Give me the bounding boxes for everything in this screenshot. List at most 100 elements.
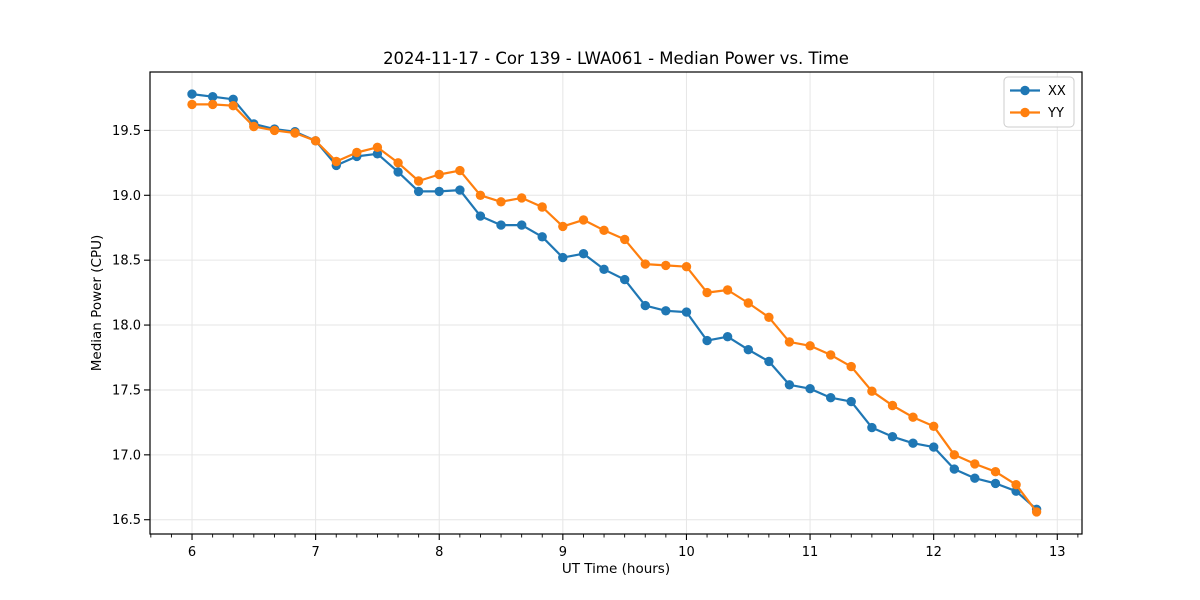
plot-frame bbox=[149, 71, 1083, 535]
data-point-xx bbox=[393, 167, 403, 177]
data-point-yy bbox=[764, 312, 774, 322]
y-tick-label: 18.5 bbox=[112, 254, 141, 269]
data-point-yy bbox=[1011, 480, 1021, 490]
legend-label-xx: XX bbox=[1048, 84, 1066, 99]
data-point-xx bbox=[455, 185, 465, 195]
y-tick-label: 19.5 bbox=[112, 124, 141, 139]
data-point-yy bbox=[640, 259, 650, 269]
data-point-yy bbox=[434, 169, 444, 180]
data-point-yy bbox=[826, 350, 836, 360]
x-axis-label: UT Time (hours) bbox=[562, 561, 670, 577]
data-point-yy bbox=[867, 386, 877, 396]
axis-layer: 6 7 8 9 10 11 12 13 16.5 17.0 17.5 18.0 18.5 19.0 19.5 bbox=[112, 124, 1079, 560]
x-tick-label: 8 bbox=[435, 545, 443, 560]
data-point-yy bbox=[949, 450, 959, 460]
data-point-yy bbox=[929, 421, 939, 431]
legend-entry-xx: XX bbox=[1010, 84, 1066, 99]
data-point-yy bbox=[310, 136, 321, 146]
data-point-xx bbox=[558, 252, 568, 263]
data-point-xx bbox=[887, 432, 898, 442]
data-point-yy bbox=[455, 165, 465, 176]
data-point-yy bbox=[228, 101, 238, 111]
data-point-xx bbox=[846, 396, 856, 407]
x-tick-label: 9 bbox=[559, 545, 567, 560]
data-point-yy bbox=[208, 99, 218, 110]
data-point-yy bbox=[269, 125, 280, 136]
data-point-xx bbox=[805, 384, 815, 394]
data-point-yy bbox=[722, 285, 733, 295]
series-line-xx bbox=[191, 93, 1038, 511]
data-point-xx bbox=[826, 393, 836, 403]
data-point-xx bbox=[661, 306, 671, 316]
legend-marker-icon-yy bbox=[1020, 107, 1030, 118]
data-point-yy bbox=[784, 337, 795, 347]
y-tick-label: 16.5 bbox=[112, 513, 141, 528]
data-point-xx bbox=[722, 332, 733, 342]
data-point-yy bbox=[1031, 507, 1042, 517]
data-point-xx bbox=[702, 335, 712, 346]
data-point-yy bbox=[517, 193, 527, 203]
data-point-xx bbox=[578, 249, 589, 259]
data-point-yy bbox=[249, 121, 259, 132]
x-tick-label: 11 bbox=[802, 545, 819, 560]
x-tick-label: 7 bbox=[311, 545, 319, 560]
data-point-xx bbox=[208, 92, 218, 102]
data-point-xx bbox=[640, 300, 650, 311]
data-point-xx bbox=[784, 380, 795, 390]
x-tick-label: 10 bbox=[678, 545, 695, 560]
data-point-yy bbox=[970, 459, 980, 469]
x-tick-label: 6 bbox=[188, 545, 196, 560]
data-point-xx bbox=[990, 478, 1001, 489]
y-axis-label: Median Power (CPU) bbox=[89, 235, 105, 371]
y-tick-label: 18.0 bbox=[112, 319, 141, 334]
data-point-yy bbox=[352, 147, 362, 158]
data-point-xx bbox=[949, 464, 959, 474]
data-point-xx bbox=[599, 264, 609, 274]
data-point-yy bbox=[743, 298, 753, 308]
data-point-xx bbox=[187, 89, 197, 99]
data-point-yy bbox=[578, 215, 589, 225]
data-point-xx bbox=[496, 220, 506, 230]
grid-layer bbox=[150, 72, 1082, 534]
data-point-yy bbox=[805, 341, 815, 351]
data-point-xx bbox=[970, 473, 980, 483]
data-point-yy bbox=[475, 190, 486, 200]
data-point-xx bbox=[908, 438, 918, 448]
series-yy bbox=[187, 99, 1042, 517]
data-point-xx bbox=[517, 220, 527, 230]
data-point-yy bbox=[558, 221, 568, 232]
chart-title: 2024-11-17 - Cor 139 - LWA061 - Median P… bbox=[383, 49, 849, 68]
legend-label-yy: YY bbox=[1047, 106, 1064, 121]
data-point-xx bbox=[475, 211, 486, 221]
data-point-yy bbox=[702, 287, 712, 298]
data-point-yy bbox=[496, 197, 506, 207]
data-point-yy bbox=[372, 142, 383, 152]
legend-entry-yy: YY bbox=[1010, 106, 1064, 121]
data-point-xx bbox=[929, 442, 939, 452]
y-tick-label: 17.5 bbox=[112, 383, 141, 398]
data-point-yy bbox=[599, 225, 609, 235]
data-point-xx bbox=[537, 232, 547, 242]
data-point-yy bbox=[290, 128, 300, 138]
y-tick-label: 19.0 bbox=[112, 189, 141, 204]
data-point-yy bbox=[846, 361, 856, 372]
data-point-yy bbox=[887, 400, 898, 411]
data-point-xx bbox=[681, 307, 692, 317]
data-point-yy bbox=[187, 99, 197, 110]
data-point-yy bbox=[331, 156, 341, 167]
data-point-xx bbox=[743, 345, 753, 355]
data-point-yy bbox=[681, 262, 692, 272]
data-point-yy bbox=[990, 467, 1001, 477]
legend: XX YY bbox=[1003, 76, 1075, 128]
data-point-xx bbox=[620, 274, 630, 285]
y-tick-label: 17.0 bbox=[112, 448, 141, 463]
data-point-xx bbox=[434, 186, 444, 197]
data-point-xx bbox=[867, 422, 877, 433]
data-point-xx bbox=[413, 186, 424, 197]
data-point-yy bbox=[393, 158, 403, 168]
series-layer bbox=[187, 89, 1042, 517]
data-point-yy bbox=[413, 176, 424, 186]
legend-marker-icon-xx bbox=[1020, 85, 1030, 96]
